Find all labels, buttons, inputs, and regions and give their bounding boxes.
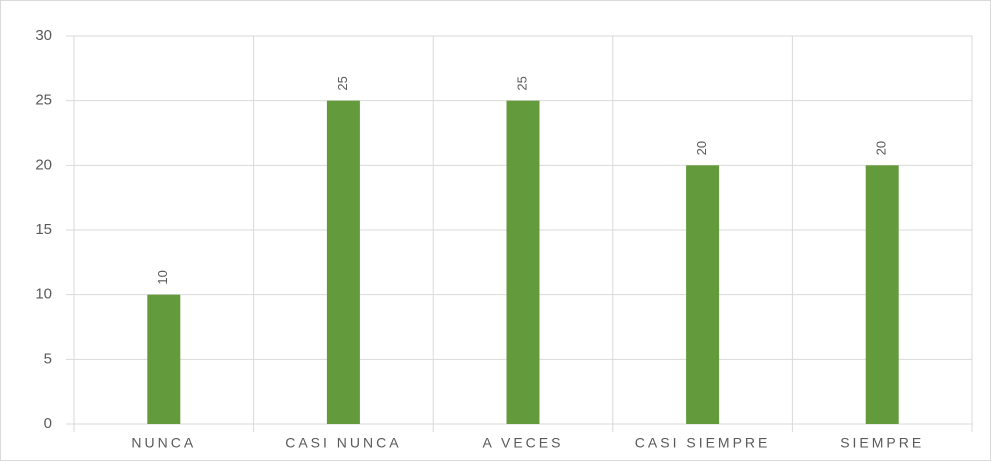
y-tick-label: 15 bbox=[35, 221, 52, 238]
x-tick-label: A VECES bbox=[483, 435, 564, 451]
y-tick-label: 20 bbox=[35, 156, 52, 173]
bar bbox=[506, 100, 540, 425]
bar bbox=[686, 165, 720, 425]
data-label: 10 bbox=[155, 270, 170, 284]
data-label: 20 bbox=[874, 141, 889, 155]
bar bbox=[326, 100, 360, 425]
x-tick-label: CASI SIEMPRE bbox=[635, 435, 771, 451]
bar bbox=[865, 165, 899, 425]
y-tick-label: 5 bbox=[44, 350, 52, 367]
y-tick-label: 0 bbox=[44, 415, 52, 432]
y-tick-label: 25 bbox=[35, 92, 52, 109]
data-label: 20 bbox=[694, 141, 709, 155]
data-label: 25 bbox=[514, 76, 529, 90]
data-label: 25 bbox=[335, 76, 350, 90]
x-tick-label: SIEMPRE bbox=[840, 435, 924, 451]
y-tick-label: 30 bbox=[35, 27, 52, 44]
x-tick-label: NUNCA bbox=[131, 435, 196, 451]
y-tick-label: 10 bbox=[35, 286, 52, 303]
x-tick-label: CASI NUNCA bbox=[285, 435, 401, 451]
bar bbox=[147, 294, 181, 424]
